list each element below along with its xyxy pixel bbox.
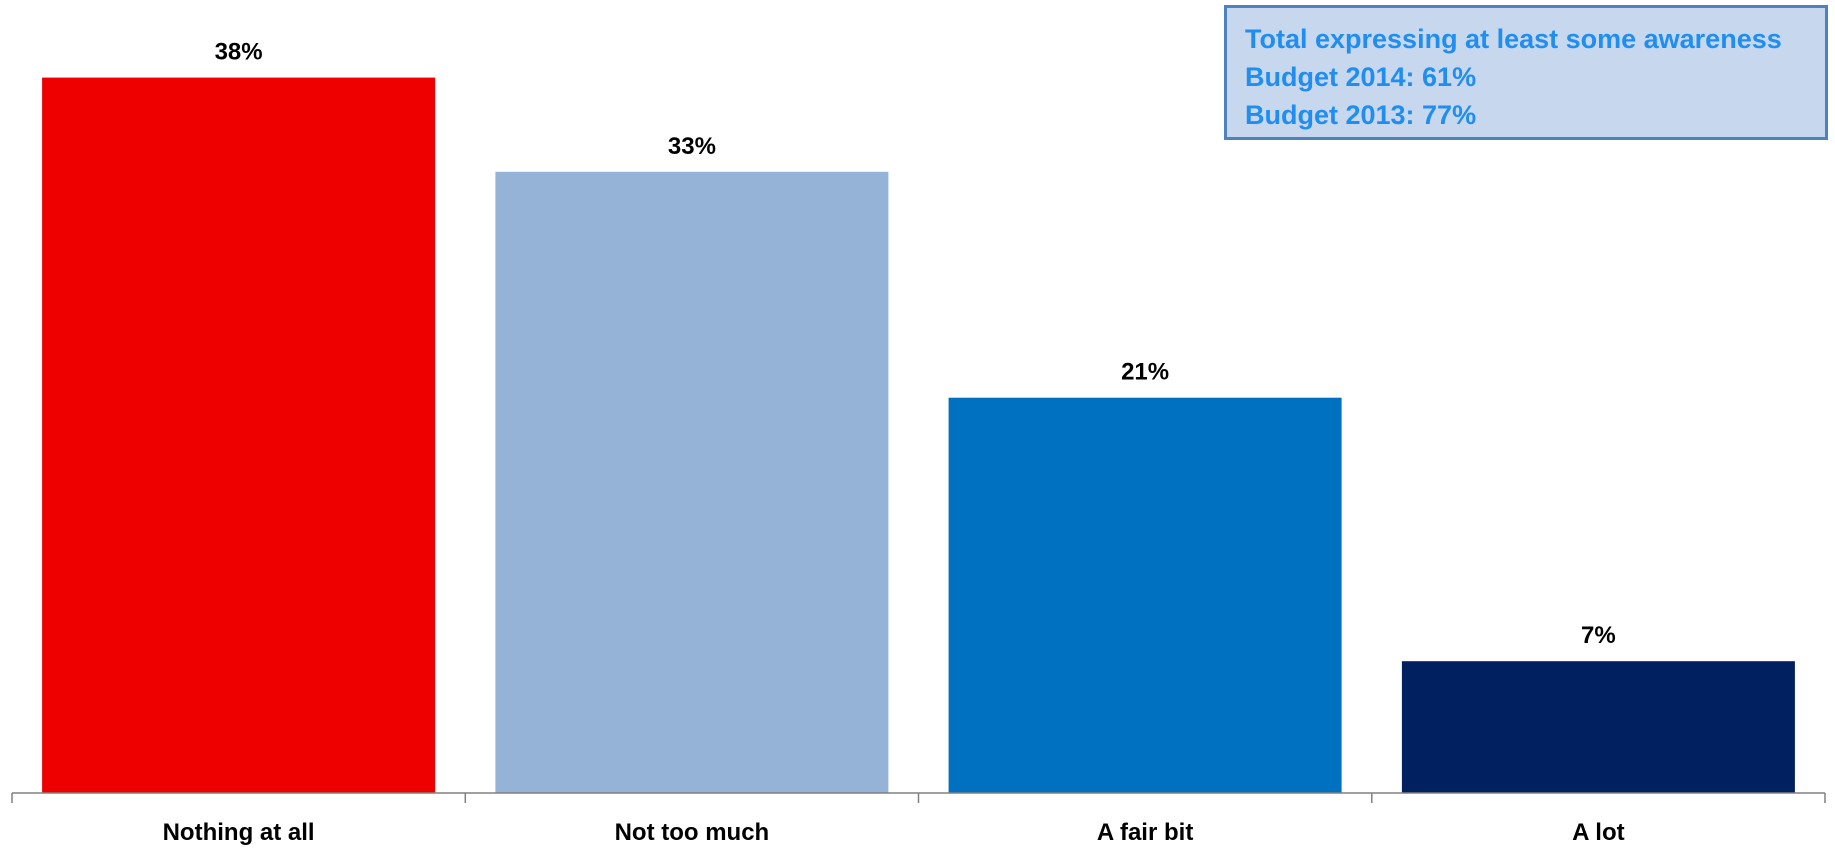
value-labels-group: 38% 33% 21% 7% bbox=[215, 39, 1616, 650]
value-label-0: 38% bbox=[215, 39, 263, 66]
category-label-0: Nothing at all bbox=[163, 819, 315, 846]
category-label-2: A fair bit bbox=[1097, 819, 1193, 846]
x-axis bbox=[11, 792, 1826, 803]
bar-0 bbox=[42, 77, 436, 794]
bar-1 bbox=[495, 171, 889, 794]
category-label-1: Not too much bbox=[615, 819, 770, 846]
category-labels-group: Nothing at all Not too much A fair bit A lo… bbox=[163, 819, 1625, 846]
callout-budget-2013: Budget 2013: 77% bbox=[1245, 100, 1477, 130]
bars-group bbox=[42, 77, 1795, 794]
awareness-callout-box: Total expressing at least some awareness… bbox=[1224, 5, 1828, 140]
callout-title: Total expressing at least some awareness bbox=[1245, 24, 1782, 54]
bar-3 bbox=[1401, 661, 1795, 793]
value-label-1: 33% bbox=[668, 133, 716, 160]
category-label-3: A lot bbox=[1572, 819, 1624, 846]
value-label-2: 21% bbox=[1121, 359, 1169, 386]
bar-2 bbox=[948, 397, 1342, 793]
callout-budget-2014: Budget 2014: 61% bbox=[1245, 62, 1477, 92]
value-label-3: 7% bbox=[1581, 622, 1616, 649]
